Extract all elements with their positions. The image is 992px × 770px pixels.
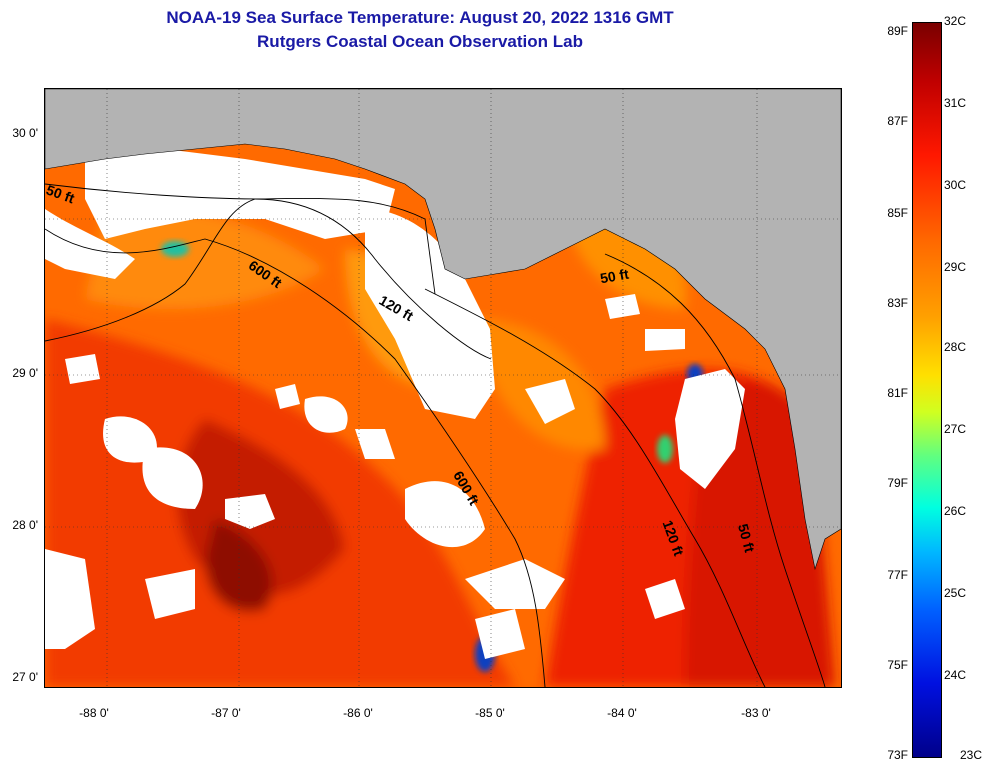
lon-label-86: -86 0' — [343, 706, 373, 720]
colorbar-c-24: 24C — [944, 668, 967, 682]
lat-label-27: 27 0' — [12, 670, 38, 684]
colorbar-f-83: 83F — [887, 296, 908, 310]
lon-label-83: -83 0' — [741, 706, 771, 720]
depth-contours — [45, 183, 826, 687]
map-title: NOAA-19 Sea Surface Temperature: August … — [166, 8, 674, 27]
sst-map — [44, 88, 842, 688]
colorbar-c-30: 30C — [944, 178, 967, 192]
colorbar-f-85: 85F — [887, 206, 908, 220]
colorbar-c-27: 27C — [944, 422, 967, 436]
colorbar-f-77: 77F — [887, 568, 908, 582]
colorbar-f-79: 79F — [887, 476, 908, 490]
colorbar-c-32: 32C — [944, 14, 967, 28]
colorbar-c-28: 28C — [944, 340, 967, 354]
colorbar-f-87: 87F — [887, 114, 908, 128]
lat-label-29: 29 0' — [12, 366, 38, 380]
land-mass — [45, 89, 841, 571]
colorbar-c-26: 26C — [944, 504, 967, 518]
colorbar-f-75: 75F — [887, 658, 908, 672]
lon-label-84: -84 0' — [607, 706, 637, 720]
colorbar-c-29: 29C — [944, 260, 967, 274]
colorbar-c-31: 31C — [944, 96, 967, 110]
colorbar-c-25: 25C — [944, 586, 967, 600]
colorbar-c-23: 23C — [960, 748, 983, 762]
lat-lon-grid — [45, 89, 841, 687]
lon-label-88: -88 0' — [79, 706, 109, 720]
lat-label-28: 28 0' — [12, 518, 38, 532]
colorbar-f-89: 89F — [887, 24, 908, 38]
lon-label-85: -85 0' — [475, 706, 505, 720]
temperature-colorbar — [912, 22, 942, 758]
map-subtitle: Rutgers Coastal Ocean Observation Lab — [257, 32, 583, 51]
colorbar-f-73: 73F — [887, 748, 908, 762]
lat-label-30: 30 0' — [12, 126, 38, 140]
lon-label-87: -87 0' — [211, 706, 241, 720]
colorbar-f-81: 81F — [887, 386, 908, 400]
